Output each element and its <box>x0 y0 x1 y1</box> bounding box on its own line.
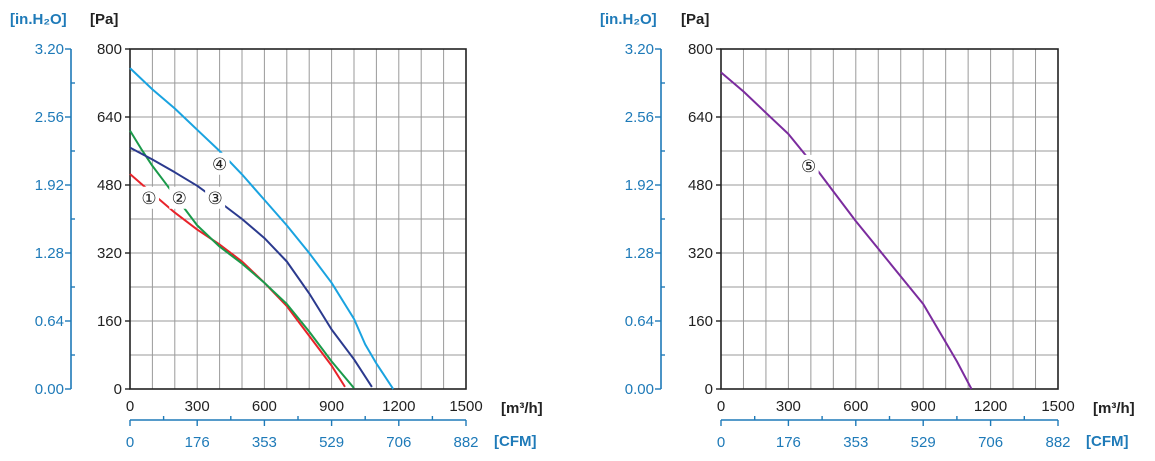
chart1-series-1-line <box>129 173 346 388</box>
chart1-marker-4-bg <box>209 152 230 175</box>
chart2-x-tick-label: 0 <box>717 398 725 415</box>
chart2-y-tick-label: 0 <box>705 381 713 398</box>
chart1-y-tick-label: 640 <box>97 109 122 126</box>
chart2-x2-tick-label: 0 <box>717 434 725 451</box>
chart1-y-tick-label: 320 <box>97 245 122 262</box>
chart1-y2-tick-label: 1.92 <box>35 177 64 194</box>
chart2-series-1-line <box>720 71 973 390</box>
chart2-y2-tick-label: 0.00 <box>625 381 654 398</box>
chart2-y2-tick-label: 1.92 <box>625 177 654 194</box>
chart1-y-tick-label: 480 <box>97 177 122 194</box>
chart1-marker-4-label: ④ <box>212 155 227 174</box>
chart2-y2-tick-label: 3.20 <box>625 41 654 58</box>
chart2-x-tick-label: 600 <box>843 398 868 415</box>
chart1-x2-axis-label: [CFM] <box>494 433 536 450</box>
chart1-y2-tick-label: 1.28 <box>35 245 64 262</box>
chart1-series-3-line <box>129 146 373 388</box>
chart1-y-tick-label: 0 <box>114 381 122 398</box>
chart2-x2-tick-label: 706 <box>978 434 1003 451</box>
chart2-x-tick-label: 1500 <box>1041 398 1074 415</box>
chart2-y-tick-label: 640 <box>688 109 713 126</box>
chart2-plot-frame <box>720 48 1059 390</box>
chart1-y2-axis-label: [in.H₂O] <box>10 11 67 28</box>
chart1-marker-3-label: ③ <box>207 189 222 208</box>
chart1-marker-1-label: ① <box>141 189 156 208</box>
chart1-y-tick-label: 160 <box>97 313 122 330</box>
chart1-x2-tick-label: 706 <box>386 434 411 451</box>
chart2-y-axis-label: [Pa] <box>681 11 709 28</box>
chart1-y2-tick-label: 3.20 <box>35 41 64 58</box>
chart2-x2-tick-label: 353 <box>843 434 868 451</box>
chart2-x-tick-label: 900 <box>911 398 936 415</box>
chart1-x2-tick-label: 176 <box>185 434 210 451</box>
chart2-x-tick-label: 1200 <box>974 398 1007 415</box>
chart2-x2-tick-label: 176 <box>776 434 801 451</box>
chart2-y2-tick-label: 0.64 <box>625 313 654 330</box>
chart1-x-axis-label: [m³/h] <box>501 400 543 417</box>
chart2-y-tick-label: 800 <box>688 41 713 58</box>
chart1-x-tick-label: 300 <box>185 398 210 415</box>
chart1-y-tick-label: 800 <box>97 41 122 58</box>
chart1-series-4-line <box>129 67 395 390</box>
chart1-plot-frame <box>129 48 467 390</box>
chart1-y2-tick-label: 2.56 <box>35 109 64 126</box>
chart1-x-tick-label: 1200 <box>382 398 415 415</box>
chart1-x-tick-label: 1500 <box>449 398 482 415</box>
chart1-y2-tick-label: 0.64 <box>35 313 64 330</box>
chart2-x-tick-label: 300 <box>776 398 801 415</box>
chart2-x2-tick-label: 882 <box>1045 434 1070 451</box>
chart1-x-tick-label: 900 <box>319 398 344 415</box>
chart1-marker-2-label: ② <box>172 189 187 208</box>
chart1-marker-2-bg <box>169 186 190 209</box>
chart1-marker-1-bg <box>139 186 160 209</box>
chart2-y-tick-label: 480 <box>688 177 713 194</box>
chart1-x2-tick-label: 0 <box>126 434 134 451</box>
chart1-series-2-line <box>129 130 355 389</box>
chart1-x-tick-label: 600 <box>252 398 277 415</box>
chart2-x-axis-label: [m³/h] <box>1093 400 1135 417</box>
chart2-y2-tick-label: 1.28 <box>625 245 654 262</box>
chart2-y-tick-label: 160 <box>688 313 713 330</box>
chart2-marker-1-bg <box>798 154 819 177</box>
chart1-y-axis-label: [Pa] <box>90 11 118 28</box>
chart2-x2-axis-label: [CFM] <box>1086 433 1128 450</box>
chart2-y-tick-label: 320 <box>688 245 713 262</box>
chart1-x2-tick-label: 882 <box>453 434 478 451</box>
chart1-x-tick-label: 0 <box>126 398 134 415</box>
chart1-y2-tick-label: 0.00 <box>35 381 64 398</box>
chart2-y2-axis-label: [in.H₂O] <box>600 11 657 28</box>
chart1-x2-tick-label: 529 <box>319 434 344 451</box>
chart2-y2-tick-label: 2.56 <box>625 109 654 126</box>
chart2-marker-1-label: ⑤ <box>801 157 816 176</box>
chart2-x2-tick-label: 529 <box>911 434 936 451</box>
chart1-x2-tick-label: 353 <box>252 434 277 451</box>
chart1-marker-3-bg <box>205 186 226 209</box>
